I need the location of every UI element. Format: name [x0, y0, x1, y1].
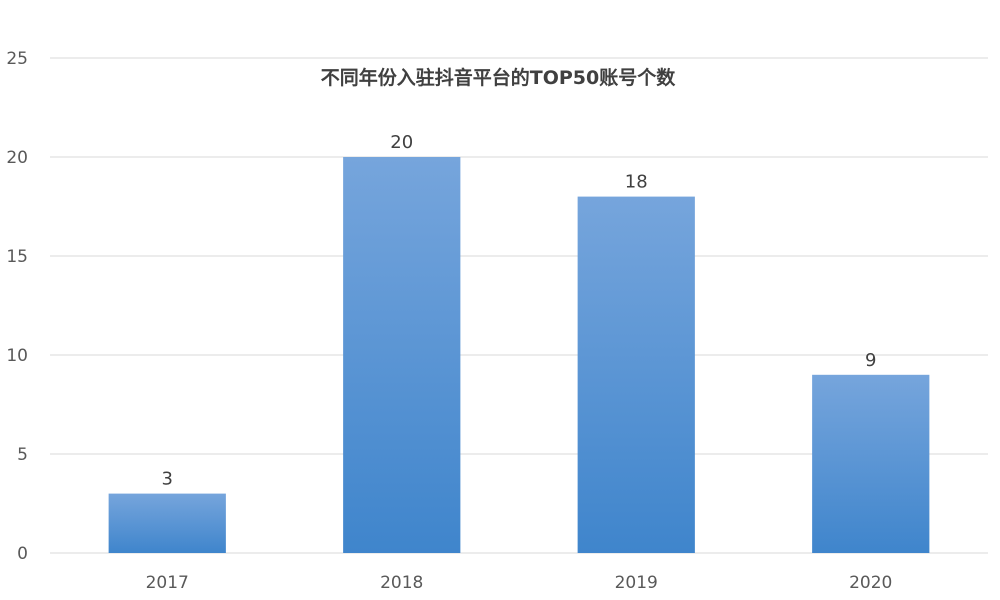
y-tick-label: 25 — [6, 49, 28, 69]
data-label-2018: 20 — [390, 132, 413, 153]
bars — [108, 157, 930, 553]
x-tick-label-2020: 2020 — [849, 573, 892, 593]
y-axis: 0 5 10 15 20 25 — [6, 49, 28, 564]
y-tick-label: 5 — [17, 445, 28, 465]
chart-title: 不同年份入驻抖音平台的TOP50账号个数 — [321, 66, 676, 89]
bar-2017 — [108, 493, 226, 553]
data-label-2017: 3 — [162, 469, 173, 490]
y-tick-label: 15 — [6, 247, 28, 267]
data-label-2020: 9 — [865, 350, 876, 371]
bar-2019 — [577, 196, 695, 553]
bar-2018 — [343, 157, 461, 553]
data-labels: 3 20 18 9 — [162, 132, 877, 490]
x-tick-label-2018: 2018 — [380, 573, 423, 593]
x-tick-label-2019: 2019 — [615, 573, 658, 593]
y-tick-label: 20 — [6, 148, 28, 168]
x-axis: 2017 2018 2019 2020 — [146, 573, 893, 593]
y-tick-label: 0 — [17, 544, 28, 564]
bar-2020 — [812, 374, 930, 553]
data-label-2019: 18 — [625, 172, 648, 193]
y-tick-label: 10 — [6, 346, 28, 366]
x-tick-label-2017: 2017 — [146, 573, 189, 593]
